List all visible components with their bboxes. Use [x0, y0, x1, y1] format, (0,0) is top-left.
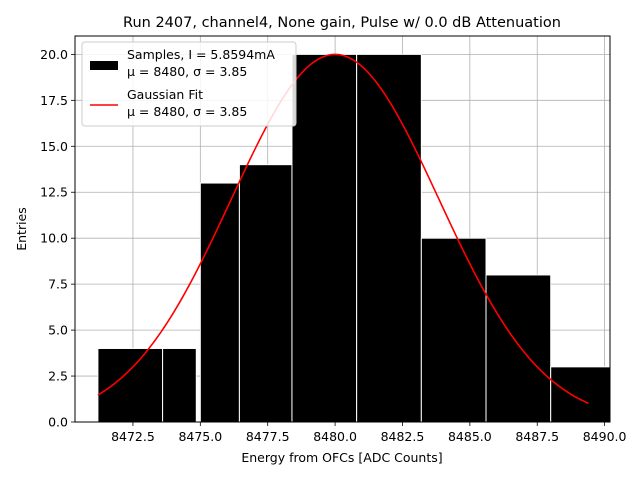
y-axis-ticks: 0.0 2.5 5.0 7.5 10.0 12.5 15.0 17.5 20.0: [40, 47, 75, 430]
y-axis-label: Entries: [14, 207, 29, 251]
histogram-bar: [199, 182, 240, 423]
histogram-bar: [485, 274, 552, 423]
chart-title: Run 2407, channel4, None gain, Pulse w/ …: [123, 15, 561, 31]
x-tick-label: 8482.5: [381, 429, 425, 444]
legend-samples-stats: μ = 8480, σ = 3.85: [127, 64, 247, 79]
legend-samples-swatch: [90, 61, 118, 70]
legend: Samples, I = 5.8594mA μ = 8480, σ = 3.85…: [81, 41, 297, 127]
histogram-bar: [238, 164, 293, 423]
y-tick-label: 17.5: [40, 93, 68, 108]
x-tick-label: 8490.0: [583, 429, 627, 444]
fit-curve-layer: [97, 53, 589, 405]
y-tick-label: 7.5: [48, 277, 68, 292]
y-tick-label: 10.0: [40, 231, 68, 246]
legend-box: [81, 41, 297, 127]
y-tick-label: 2.5: [48, 369, 68, 384]
y-tick-label: 0.0: [48, 415, 68, 430]
x-axis-ticks: 8472.5 8475.0 8477.5 8480.0 8482.5 8485.0 8487…: [111, 422, 627, 444]
histogram-bar: [97, 347, 164, 423]
y-tick-label: 15.0: [40, 139, 68, 154]
histogram-bars: [97, 53, 611, 423]
x-tick-label: 8480.0: [313, 429, 357, 444]
legend-samples-label: Samples, I = 5.8594mA: [127, 47, 275, 62]
x-tick-label: 8485.0: [448, 429, 492, 444]
histogram-bar: [420, 237, 487, 423]
y-tick-label: 12.5: [40, 185, 68, 200]
x-tick-label: 8477.5: [246, 429, 290, 444]
gaussian-fit-line: [97, 53, 589, 405]
x-tick-label: 8472.5: [111, 429, 155, 444]
x-tick-label: 8487.5: [515, 429, 559, 444]
histogram-bar: [550, 366, 611, 423]
y-tick-label: 20.0: [40, 47, 68, 62]
y-tick-label: 5.0: [48, 323, 68, 338]
histogram-bar: [162, 347, 197, 423]
plot-frame: [74, 35, 611, 423]
x-axis-label: Energy from OFCs [ADC Counts]: [241, 450, 442, 465]
legend-fit-stats: μ = 8480, σ = 3.85: [127, 104, 247, 119]
x-tick-label: 8475.0: [178, 429, 222, 444]
histogram-bar: [356, 53, 422, 423]
histogram-bar: [291, 53, 358, 423]
legend-fit-label: Gaussian Fit: [127, 87, 203, 102]
